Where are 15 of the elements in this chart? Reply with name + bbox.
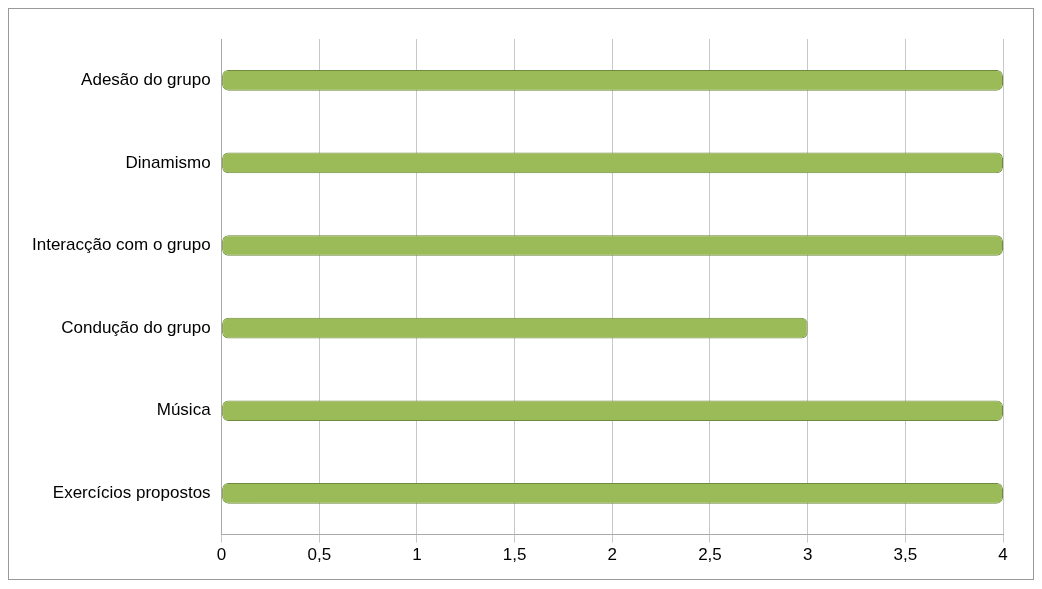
y-tick-label: Condução do grupo (61, 317, 211, 337)
x-tick-label: 0,5 (307, 545, 332, 565)
x-tick-label: 0 (216, 545, 227, 565)
x-tick-label: 1,5 (502, 545, 527, 565)
y-tick-label: Música (156, 400, 212, 420)
x-tick-label: 2,5 (698, 545, 722, 565)
y-tick-label: Adesão do grupo (81, 69, 211, 89)
x-tick-label: 3 (802, 545, 813, 565)
y-tick-label: Interacção com o grupo (31, 235, 211, 255)
y-tick-label: Exercícios propostos (52, 482, 211, 502)
x-tick-label: 4 (998, 545, 1008, 565)
x-tick-label: 1 (412, 545, 422, 565)
x-tick-label: 2 (607, 545, 618, 565)
y-tick-label: Dinamismo (125, 152, 211, 172)
x-tick-label: 3,5 (893, 545, 918, 565)
